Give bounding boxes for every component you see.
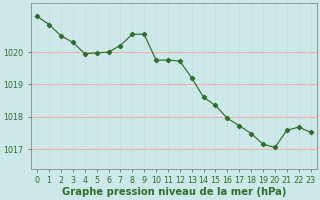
X-axis label: Graphe pression niveau de la mer (hPa): Graphe pression niveau de la mer (hPa): [62, 187, 286, 197]
